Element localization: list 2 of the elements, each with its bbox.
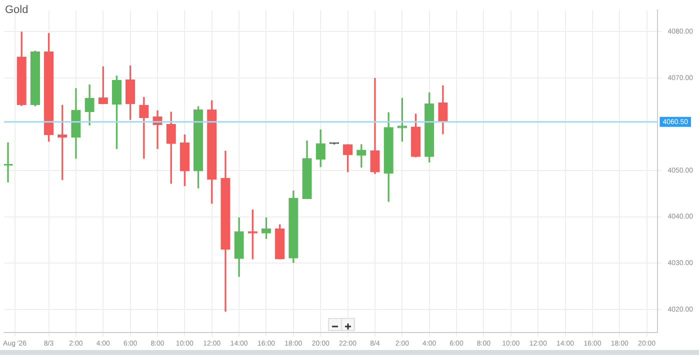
candlestick [370,78,380,174]
chart-title: Gold [5,4,28,16]
